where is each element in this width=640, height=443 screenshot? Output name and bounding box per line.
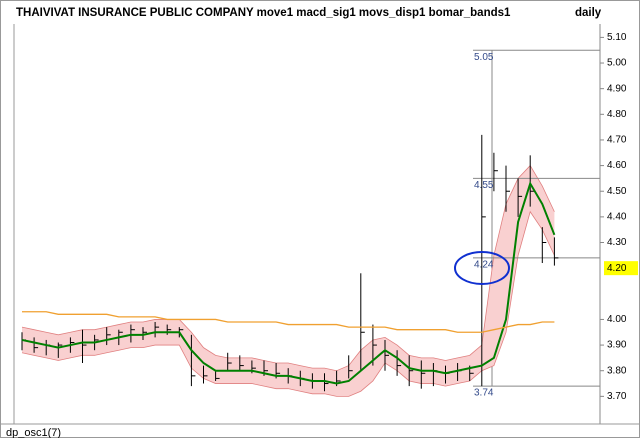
y-tick-label: 3.90 <box>607 340 627 351</box>
footer-label: dp_osc1(7) <box>6 427 61 438</box>
y-tick-label: 4.70 <box>607 135 627 146</box>
band-upper <box>21 164 555 372</box>
y-tick-label: 4.50 <box>607 186 627 197</box>
level-label: 5.05 <box>474 52 494 63</box>
annotation-circle <box>454 251 510 285</box>
band-area <box>22 165 555 397</box>
y-tick-label: 3.70 <box>607 391 627 402</box>
y-tick-label: 5.00 <box>607 58 627 69</box>
last-price-label: 4.20 <box>607 263 627 274</box>
y-tick-label: 4.80 <box>607 109 627 120</box>
level-label: 4.55 <box>474 180 494 191</box>
y-tick-label: 4.30 <box>607 237 627 248</box>
y-tick-label: 4.90 <box>607 83 627 94</box>
y-tick-label: 4.00 <box>607 314 627 325</box>
y-tick-label: 4.40 <box>607 212 627 223</box>
level-label: 3.74 <box>474 388 494 399</box>
period-label: daily <box>575 7 602 19</box>
indicator-line <box>22 311 555 333</box>
y-tick-label: 5.10 <box>607 32 627 43</box>
band-lower <box>21 210 555 397</box>
y-tick-label: 4.60 <box>607 160 627 171</box>
indicator-line <box>21 181 556 385</box>
level-label: 4.24 <box>474 260 494 271</box>
y-tick-label: 3.80 <box>607 365 627 376</box>
chart-title: THAIVIVAT INSURANCE PUBLIC COMPANY move1… <box>16 7 511 19</box>
last-price-tag <box>604 261 638 276</box>
